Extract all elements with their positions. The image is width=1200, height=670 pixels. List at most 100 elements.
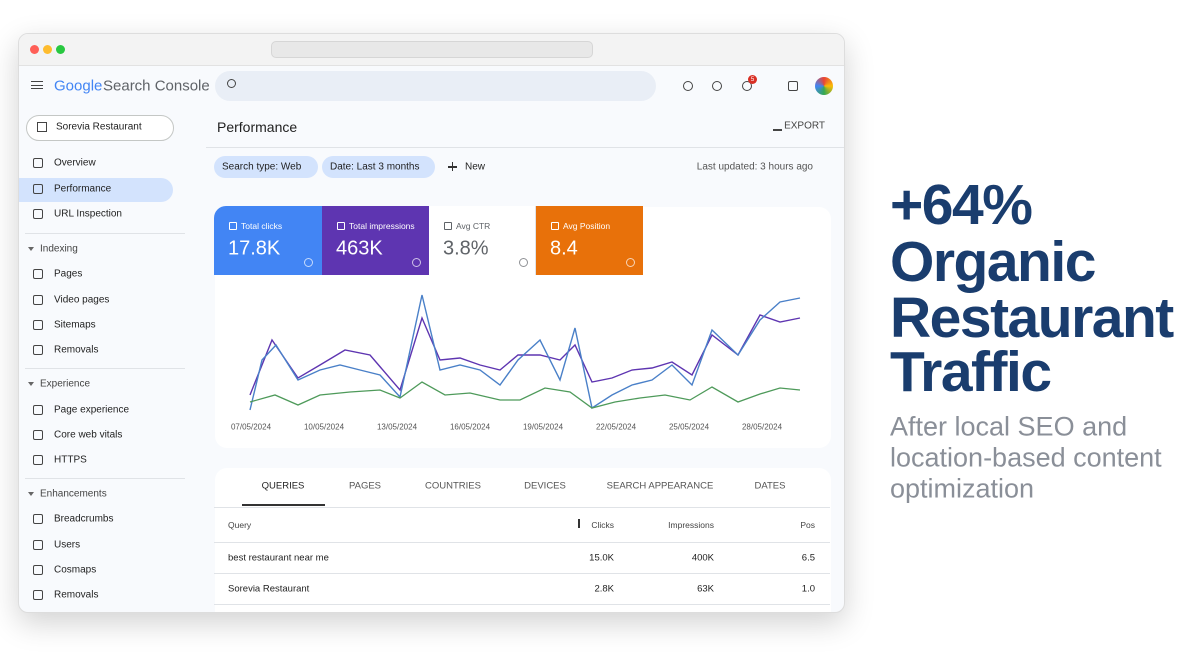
address-bar[interactable] — [271, 41, 593, 58]
metric-card[interactable] — [322, 206, 429, 275]
metric-checkbox — [229, 222, 237, 230]
nav-item[interactable]: Removals — [54, 589, 99, 601]
plus-v — [451, 162, 454, 171]
product: Search Console — [103, 77, 210, 95]
table-cell: 2.8K — [594, 583, 614, 595]
nav-icon — [33, 514, 43, 524]
metric-card[interactable] — [429, 206, 536, 275]
row-divider — [214, 542, 830, 543]
search-bar[interactable] — [215, 71, 656, 101]
nav-icon — [33, 320, 43, 330]
metric-value: 17.8K — [228, 237, 281, 260]
x-axis-label: 25/05/2024 — [668, 422, 710, 432]
property-icon — [37, 122, 47, 132]
nav-item[interactable]: HTTPS — [54, 454, 87, 466]
hero-headline: Restaurant — [890, 286, 1174, 350]
table-cell: best restaurant near me — [228, 552, 329, 564]
row-divider — [214, 507, 830, 508]
nav-icon — [33, 590, 43, 600]
nav-divider — [25, 478, 185, 479]
tab[interactable]: QUERIES — [261, 480, 305, 492]
table-card — [215, 468, 831, 612]
tab[interactable]: SEARCH APPEARANCE — [606, 480, 714, 492]
sort-arrow — [578, 519, 580, 528]
nav-icon — [33, 209, 43, 219]
notification-badge — [748, 75, 757, 84]
nav-item[interactable]: URL Inspection — [54, 208, 122, 220]
x-axis-label: 10/05/2024 — [303, 422, 345, 432]
nav-icon — [33, 540, 43, 550]
tab-underline — [242, 504, 325, 506]
metric-checkbox — [551, 222, 559, 230]
hero-headline: Organic — [890, 230, 1096, 294]
nav-item[interactable]: Overview — [54, 157, 96, 169]
metric-checkbox — [337, 222, 345, 230]
x-axis-label: 22/05/2024 — [595, 422, 637, 432]
x-axis-label: 13/05/2024 — [376, 422, 418, 432]
filter-chip[interactable] — [322, 156, 435, 178]
column-header: Pos — [800, 520, 815, 530]
x-axis-label: 19/05/2024 — [522, 422, 564, 432]
export-icon — [773, 120, 782, 131]
help-icon — [304, 258, 313, 267]
nav-item[interactable]: Pages — [54, 268, 83, 280]
metric-card[interactable] — [536, 206, 643, 275]
nav-icon — [33, 345, 43, 355]
help-icon — [412, 258, 421, 267]
nav-item[interactable]: Users — [54, 539, 81, 551]
metric-label: Total impressions — [349, 221, 415, 231]
minimize-dot[interactable] — [43, 45, 52, 54]
nav-item[interactable]: Breadcrumbs — [54, 513, 114, 525]
row-divider — [214, 604, 830, 605]
row-divider — [214, 573, 830, 574]
new-filter-plus[interactable]: New — [465, 161, 486, 173]
table-cell: 6.5 — [801, 552, 815, 564]
hero-headline: +64% — [890, 173, 1033, 237]
search-icon[interactable] — [227, 79, 236, 88]
export-button[interactable]: EXPORT — [784, 120, 825, 132]
close-dot[interactable] — [30, 45, 39, 54]
menu-icon-mid — [31, 84, 43, 86]
table-cell: 63K — [697, 583, 714, 595]
tab[interactable]: PAGES — [348, 480, 382, 492]
nav-divider — [25, 368, 185, 369]
nav-icon — [33, 295, 43, 305]
hero-headline: Traffic — [890, 340, 1052, 404]
metric-label: Total clicks — [241, 221, 283, 231]
table-cell: Sorevia Restaurant — [228, 583, 310, 595]
zoom-dot[interactable] — [56, 45, 65, 54]
menu-icon — [31, 81, 43, 89]
page-title: Performance — [217, 119, 298, 135]
avatar[interactable] — [815, 77, 833, 95]
nav-item[interactable]: Video pages — [54, 294, 110, 306]
nav-item[interactable]: Core web vitals — [54, 429, 123, 441]
metric-value: 3.8% — [443, 237, 489, 260]
nav-icon — [33, 405, 43, 415]
table-cell: 400K — [691, 552, 714, 564]
metric-label: Avg CTR — [456, 221, 491, 231]
filter-chip[interactable] — [214, 156, 318, 178]
nav-item[interactable]: Cosmaps — [54, 564, 97, 576]
nav-item[interactable]: Performance — [54, 183, 112, 195]
tab[interactable]: COUNTRIES — [425, 480, 481, 492]
table-cell: 15.0K — [589, 552, 614, 564]
nav-item[interactable]: Page experience — [54, 404, 130, 416]
filter-label: Search type: Web — [222, 161, 302, 173]
nav-heading: Experience — [40, 378, 91, 390]
nav-item[interactable]: Sitemaps — [54, 319, 96, 331]
tab[interactable]: DEVICES — [524, 480, 566, 492]
nav-icon — [33, 158, 43, 168]
x-axis-label: 07/05/2024 — [230, 422, 272, 432]
collapse-caret — [28, 382, 34, 386]
tab[interactable]: DATES — [754, 480, 786, 492]
nav-item[interactable]: Removals — [54, 344, 99, 356]
property-selector[interactable] — [26, 115, 174, 141]
column-header: Query — [228, 520, 252, 530]
metric-value: 8.4 — [550, 237, 578, 260]
filter-label: Date: Last 3 months — [330, 161, 420, 173]
table-cell: 1.0 — [801, 583, 815, 595]
hero-subtitle: After local SEO and — [890, 411, 1128, 442]
collapse-caret — [28, 492, 34, 496]
column-header: Clicks — [591, 520, 614, 530]
